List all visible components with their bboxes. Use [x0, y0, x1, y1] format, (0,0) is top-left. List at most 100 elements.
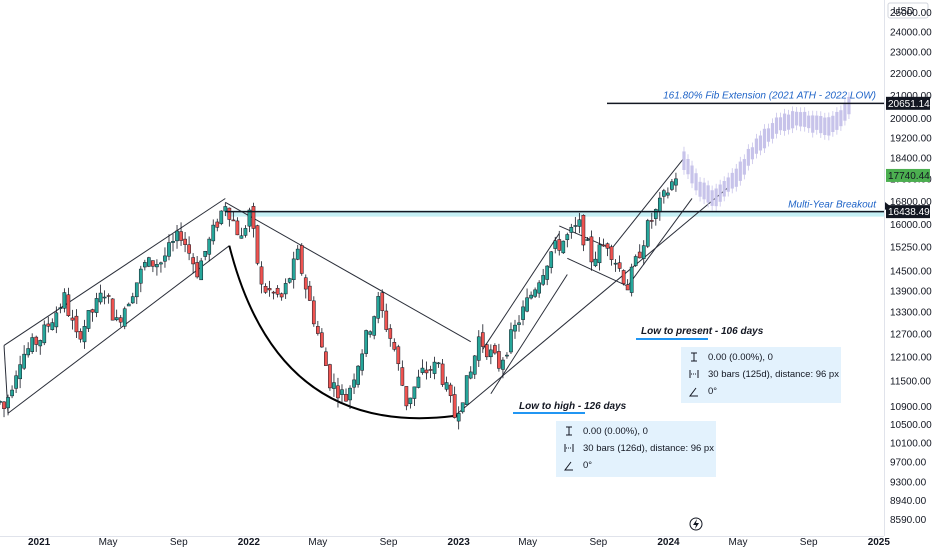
candle-body	[159, 262, 163, 265]
projection-candle	[686, 158, 690, 175]
projection-candle	[819, 116, 823, 134]
candle-body	[30, 337, 35, 352]
long-uptrend-line[interactable]	[454, 186, 729, 417]
channel-2024-lower[interactable]	[627, 198, 693, 287]
price-badge-value: 17740.44	[888, 171, 930, 182]
time-axis[interactable]: 2021 May Sep 2022 May Sep 2023 May Sep 2024 May Sep…	[0, 536, 890, 549]
candle-body	[674, 178, 678, 186]
candle-body	[344, 394, 348, 402]
candle-body	[460, 402, 465, 413]
channel-2021-upper[interactable]	[3, 198, 226, 346]
candle-body	[328, 364, 332, 389]
time-tick-label: Sep	[380, 537, 398, 548]
price-tick-label: 16800.00	[890, 197, 932, 208]
overlay-layer	[225, 102, 884, 213]
price-badge	[886, 205, 930, 219]
measure-low-to-present[interactable]: Low to present - 106 days 0.00 (0.00%), …	[636, 326, 841, 403]
candle-body	[537, 282, 541, 294]
candle-body	[134, 282, 139, 298]
projection-candle	[831, 115, 835, 133]
candle-body	[420, 367, 425, 373]
candle-body	[468, 371, 473, 379]
candle-body	[307, 285, 312, 301]
candle-body	[299, 245, 304, 274]
candle-body	[505, 354, 509, 357]
candle-body	[569, 226, 574, 233]
projection-candle	[770, 123, 775, 139]
candle-body	[352, 379, 356, 388]
candle-body	[497, 351, 501, 369]
candle-body	[629, 266, 634, 293]
candle-body	[573, 225, 578, 227]
price-tick-label: 10100.00	[890, 438, 932, 449]
candle-body	[50, 322, 55, 330]
candle-body	[167, 242, 171, 257]
candle-body	[227, 207, 232, 220]
candle-body	[472, 355, 477, 375]
lightning-event-icon[interactable]	[689, 517, 703, 531]
projection-candle	[754, 138, 759, 154]
time-tick-label: May	[729, 537, 748, 548]
candle-body	[633, 256, 638, 266]
flag-lower[interactable]	[567, 257, 628, 287]
time-tick-label: May	[99, 537, 118, 548]
bars-range-icon	[689, 370, 699, 378]
scroll-realtime-icon[interactable]	[885, 202, 890, 210]
candle-body	[412, 386, 417, 399]
price-tick-label: 12700.00	[890, 330, 932, 341]
measure-low-to-high[interactable]: Low to high - 126 days 0.00 (0.00%), 0 3…	[513, 401, 716, 477]
projection-candle	[799, 112, 803, 127]
measure-price-change: 0.00 (0.00%), 0	[583, 426, 648, 437]
measure-price-change: 0.00 (0.00%), 0	[708, 352, 773, 363]
candle-body	[416, 376, 421, 388]
price-tick-label: 8590.00	[890, 515, 927, 526]
candle-body	[179, 231, 183, 241]
candle-body	[561, 240, 566, 254]
candle-body	[287, 278, 292, 283]
price-tick-label: 10500.00	[890, 420, 932, 431]
candle-body	[38, 340, 43, 347]
candle-body	[199, 260, 204, 281]
candle-body	[78, 331, 83, 340]
cup-bottom-arc[interactable]	[228, 245, 459, 420]
candle-body	[601, 244, 606, 247]
candle-body	[247, 209, 252, 227]
projection-candle	[702, 182, 706, 200]
channel-2023-lower[interactable]	[490, 274, 568, 395]
price-tick-label: 10900.00	[890, 402, 932, 413]
measure-angle: 0°	[583, 460, 592, 471]
candle-body	[207, 238, 212, 255]
channel-2021-lower[interactable]	[7, 245, 230, 414]
candle-body	[259, 266, 264, 285]
candle-body	[593, 258, 598, 267]
projection-layer	[682, 92, 851, 211]
price-axis[interactable]: USD 25000.00 24000.00 23000.00 22000.00 2100…	[884, 0, 932, 536]
currency-label: USD	[893, 6, 914, 17]
fib-extension-label: 161.80% Fib Extension (2021 ATH - 2022 L…	[663, 90, 876, 101]
projection-candle	[758, 135, 763, 151]
candle-body	[6, 397, 10, 409]
candle-body	[275, 287, 280, 295]
projection-candle	[710, 190, 714, 206]
price-tick-label: 21000.00	[890, 91, 932, 102]
projection-candle	[843, 102, 847, 121]
candle-body	[521, 306, 525, 320]
candle-body	[303, 277, 308, 290]
channel-2023-upper[interactable]	[482, 233, 560, 350]
projection-candle	[839, 110, 843, 127]
time-tick-label: Sep	[589, 537, 607, 548]
candle-body	[130, 296, 135, 304]
channel-2024-upper[interactable]	[611, 157, 685, 250]
currency-button[interactable]	[887, 2, 929, 19]
candle-body	[545, 265, 550, 280]
candle-body	[645, 220, 650, 247]
candle-body	[364, 330, 368, 354]
candle-body	[605, 243, 610, 249]
downtrend-line[interactable]	[225, 201, 471, 343]
price-tick-label: 19200.00	[890, 133, 932, 144]
candle-body	[163, 255, 167, 262]
projection-candle	[803, 111, 807, 127]
candle-body	[553, 240, 558, 249]
